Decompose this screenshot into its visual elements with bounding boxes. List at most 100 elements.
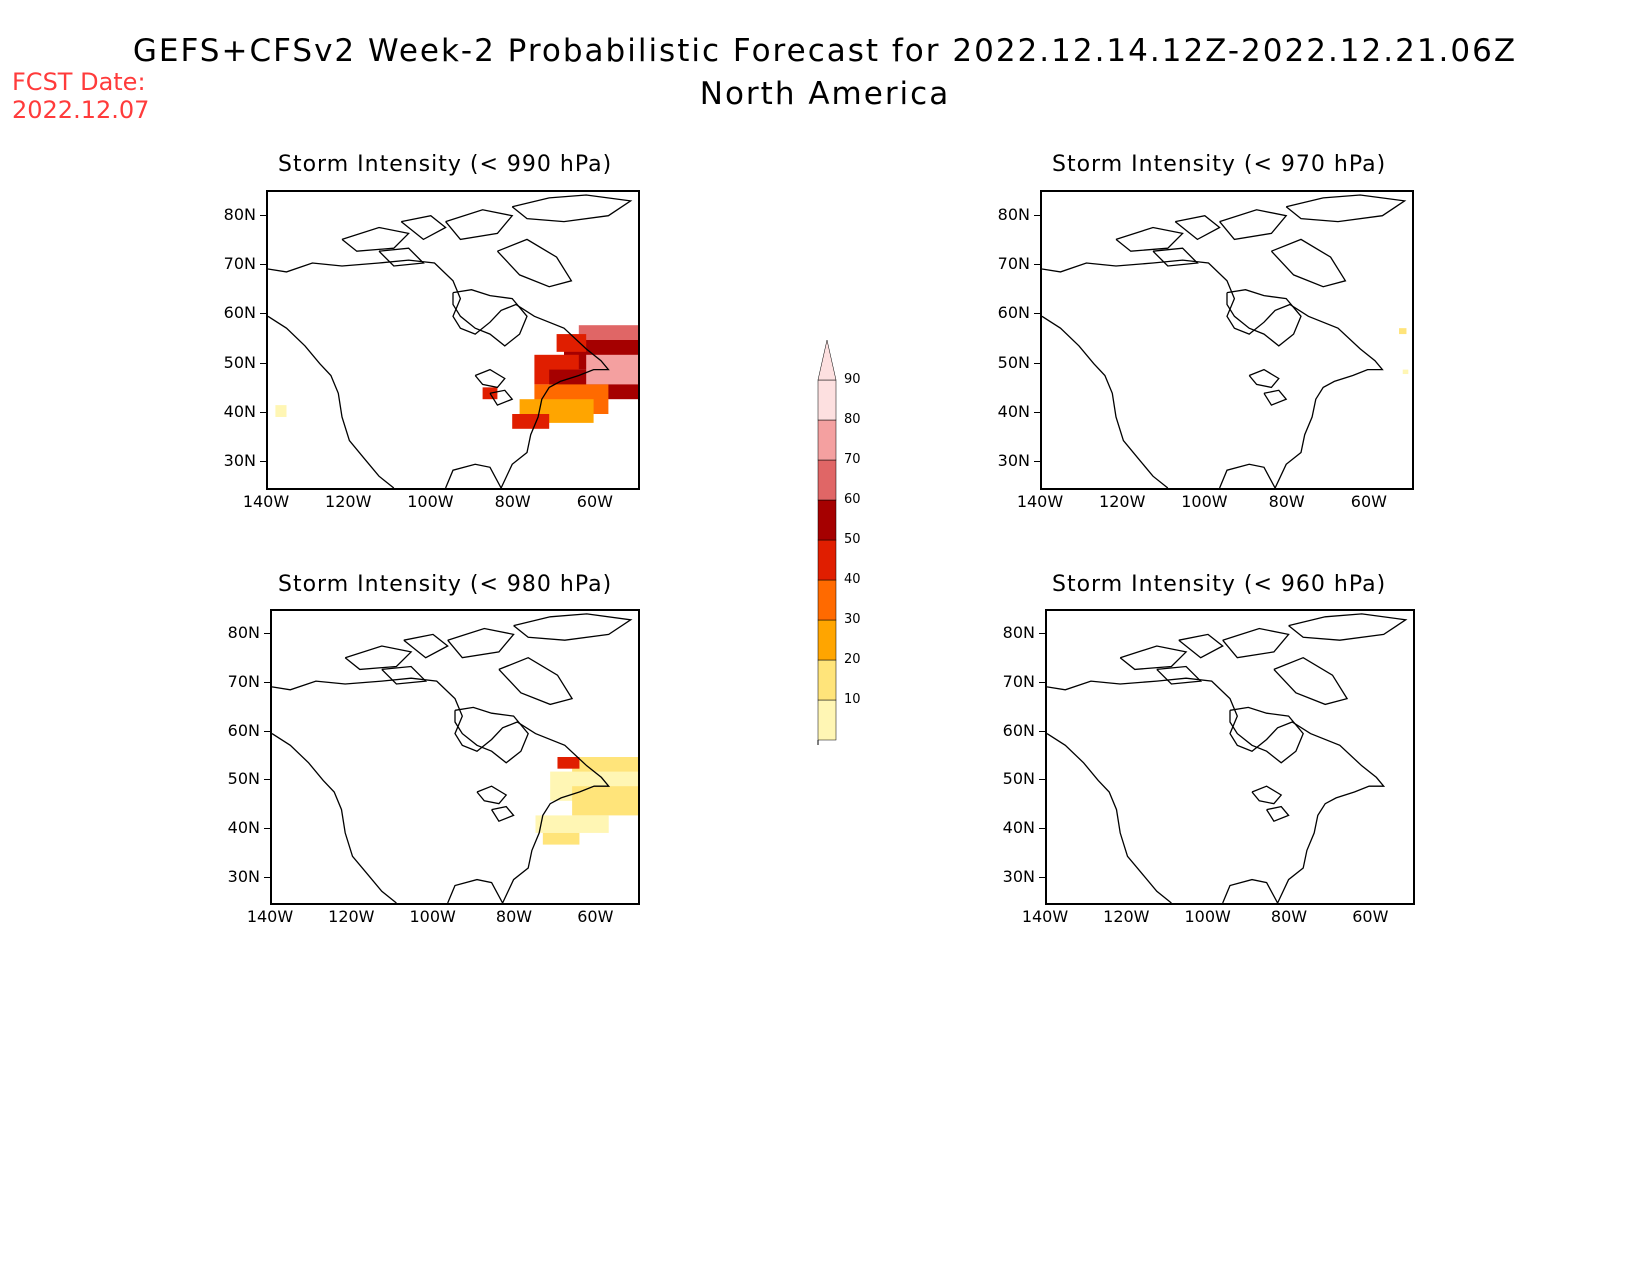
coastline [1266,805,1290,823]
colorbar-swatch [817,379,837,421]
colorbar-top-extend [817,339,837,381]
coastline [498,656,574,706]
probability-cell [556,334,587,352]
colorbar-swatch [817,539,837,581]
colorbar [812,335,872,781]
lat-label: 60N [223,303,256,323]
coastline [1222,878,1279,903]
lat-label: 80N [1002,623,1035,643]
title-line1: GEFS+CFSv2 Week-2 Probabilistic Forecast… [132,33,1518,69]
coastline [444,463,502,488]
lon-label: 140W [1016,492,1064,511]
coastline [445,209,514,241]
lat-tick [1039,682,1047,683]
lon-label: 120W [328,907,375,926]
lat-tick [260,412,268,413]
colorbar-label: 80 [844,412,861,427]
fcst-label: FCST Date: [12,68,146,96]
colorbar-swatch [817,619,837,661]
title-line2: North America [699,76,951,112]
lat-label: 80N [997,204,1030,224]
coastline [476,785,508,805]
lon-label: 60W [577,907,614,926]
coastline [1042,259,1384,488]
probability-cell [557,757,580,769]
lon-label: 100W [407,492,454,511]
coastline [489,389,514,406]
coastline [1285,194,1407,223]
colorbar-bottom-extend [817,739,821,781]
coastline [403,633,449,659]
lat-tick [1039,779,1047,781]
lat-tick [1034,313,1042,315]
coastline [1042,315,1169,488]
lat-label: 60N [227,720,260,740]
lat-tick [260,214,268,216]
colorbar-swatch [817,459,837,501]
lat-label: 30N [997,451,1030,471]
coastline [1263,389,1288,406]
coastline [378,247,425,267]
colorbar-svg [817,339,837,781]
lat-tick [1039,633,1047,635]
lat-tick [1039,876,1047,878]
coastline [1174,215,1221,241]
lat-label: 50N [223,352,256,372]
lon-label: 80W [1268,492,1305,511]
lon-label: 140W [246,907,294,926]
lon-label: 120W [1099,492,1146,511]
lat-tick [1034,461,1042,463]
probability-cell [1399,328,1407,335]
probability-cell [512,414,550,429]
lon-label: 100W [409,907,456,926]
coastline [1047,677,1386,903]
coastline [452,289,528,347]
coastline [1251,785,1283,805]
coastline [268,315,395,488]
map-970-svg [1042,194,1409,488]
lat-label: 80N [227,623,260,643]
map-980-svg [272,613,638,903]
lat-tick [1034,362,1042,364]
lat-label: 40N [1002,818,1035,837]
coastline [1248,368,1280,389]
lat-tick [260,313,268,315]
lon-label: 140W [1021,907,1069,926]
map-990 [266,190,640,490]
coastline [454,706,529,764]
coastline [474,368,506,389]
colorbar-label: 10 [844,692,861,707]
coastline [272,733,397,903]
panel-title-990: Storm Intensity (< 990 hPa) [278,152,613,177]
lon-label: 140W [242,492,290,511]
coastline [1115,226,1184,252]
colorbar-label: 20 [844,652,861,667]
coastline [344,645,413,671]
map-990-svg [268,194,638,488]
lon-label: 120W [325,492,372,511]
lat-label: 60N [1002,720,1035,740]
coastline [1270,238,1347,288]
colorbar-label: 70 [844,452,861,467]
coastline [1218,463,1276,488]
lat-tick [264,682,272,683]
colorbar-swatch [817,699,837,741]
coastline [1273,656,1349,706]
lon-label: 60W [1350,492,1387,511]
colorbar-swatch [817,499,837,541]
probability-cell [275,405,287,417]
lat-tick [264,779,272,781]
lat-label: 60N [997,303,1030,323]
lat-label: 30N [1002,866,1035,886]
probability-cell [542,832,580,845]
lat-tick [1034,412,1042,413]
lon-label: 80W [494,492,531,511]
coastline [447,627,515,659]
lat-label: 50N [227,769,260,789]
lat-label: 70N [1002,672,1035,691]
coastline [513,613,633,641]
lon-label: 100W [1181,492,1228,511]
coastline [491,805,515,823]
coastline [1219,209,1288,241]
coastline [447,878,504,903]
